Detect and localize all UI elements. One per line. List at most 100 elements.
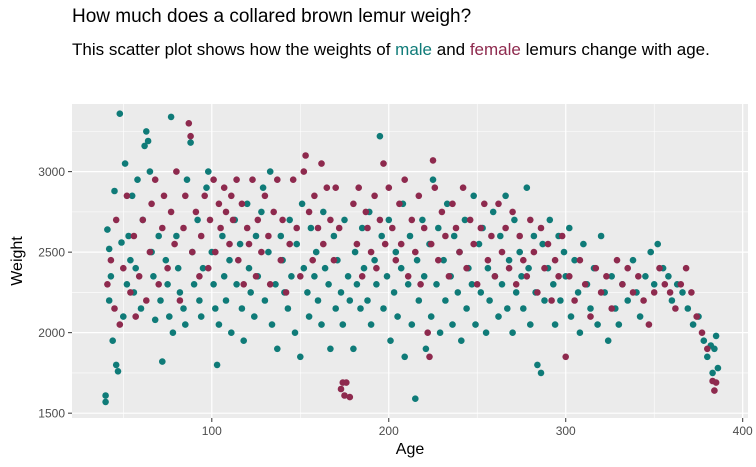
male-point: [107, 273, 115, 280]
male-point: [277, 232, 285, 240]
male-point: [654, 240, 661, 248]
male-point: [258, 208, 265, 216]
male-point: [433, 281, 440, 288]
female-point: [261, 192, 269, 200]
female-point: [404, 273, 412, 280]
female-point: [537, 224, 545, 232]
subtitle-text-pre: This scatter plot shows how the weights …: [72, 40, 396, 59]
female-point: [182, 192, 189, 200]
x-tick-label: 200: [379, 424, 399, 438]
male-point: [512, 289, 520, 296]
male-point: [378, 232, 386, 240]
female-point: [426, 353, 433, 361]
male-point: [574, 289, 582, 296]
male-point: [236, 240, 244, 248]
female-point: [171, 240, 178, 248]
y-tick-label: 2500: [38, 246, 65, 260]
female-point: [320, 240, 327, 248]
male-point: [128, 192, 136, 200]
male-point: [700, 337, 708, 345]
male-point: [318, 321, 325, 328]
male-point: [566, 224, 573, 232]
female-point: [435, 256, 442, 264]
female-point: [151, 176, 159, 183]
female-point: [279, 216, 286, 224]
male-point: [604, 337, 612, 345]
male-point: [629, 256, 637, 264]
male-point: [461, 216, 469, 224]
male-point: [711, 345, 718, 353]
female-point: [502, 224, 509, 232]
female-point: [293, 224, 301, 232]
male-point: [397, 264, 405, 272]
female-point: [120, 264, 127, 272]
female-point: [711, 387, 718, 394]
male-point: [272, 281, 279, 288]
male-point: [247, 289, 254, 296]
male-point: [297, 353, 304, 361]
female-point: [661, 281, 669, 288]
y-tick-label: 1500: [38, 407, 65, 421]
major-gridlines: [72, 104, 748, 418]
male-point: [463, 305, 470, 312]
female-point: [155, 281, 162, 288]
female-point: [309, 256, 317, 264]
female-point: [470, 240, 478, 248]
female-point: [327, 216, 334, 224]
female-point: [187, 132, 194, 140]
female-point: [498, 248, 506, 256]
female-point: [323, 184, 331, 191]
male-point: [284, 305, 292, 312]
male-point: [608, 273, 615, 280]
male-point: [373, 281, 380, 288]
female-point: [473, 281, 481, 288]
male-point: [261, 297, 269, 304]
male-point: [567, 313, 575, 320]
female-point: [412, 248, 419, 256]
male-point: [174, 264, 182, 272]
male-point: [337, 289, 345, 296]
female-point: [364, 224, 371, 232]
male-point: [205, 168, 212, 175]
female-point: [107, 256, 115, 264]
female-point: [608, 305, 615, 312]
male-point: [571, 256, 578, 264]
female-point: [592, 264, 600, 272]
male-point: [104, 226, 111, 233]
male-point: [159, 358, 166, 365]
male-point: [665, 273, 672, 280]
male-point: [422, 345, 430, 353]
male-point: [265, 248, 272, 256]
male-point: [243, 200, 251, 208]
female-point: [229, 216, 237, 224]
male-point: [220, 273, 228, 280]
male-point: [304, 289, 311, 296]
male-point: [252, 232, 260, 240]
data-points: [102, 110, 722, 406]
female-point: [456, 248, 463, 256]
minor-gridlines: [72, 104, 748, 418]
female-point: [558, 232, 566, 240]
male-point: [484, 264, 492, 272]
female-point: [645, 321, 653, 328]
female-point: [477, 224, 485, 232]
male-point: [298, 200, 306, 208]
female-point: [341, 392, 348, 399]
male-point: [166, 313, 173, 320]
female-point: [431, 184, 439, 191]
female-point: [300, 168, 308, 175]
female-point: [523, 273, 531, 280]
female-point: [698, 329, 706, 337]
female-point: [286, 240, 294, 248]
male-point: [684, 305, 692, 312]
male-point: [212, 305, 219, 312]
female-point: [252, 273, 260, 280]
male-point: [251, 313, 258, 320]
male-point: [587, 305, 594, 312]
female-point: [396, 200, 403, 208]
female-point: [380, 160, 387, 167]
male-point: [537, 369, 545, 377]
male-point: [190, 281, 198, 288]
female-point: [491, 273, 499, 280]
